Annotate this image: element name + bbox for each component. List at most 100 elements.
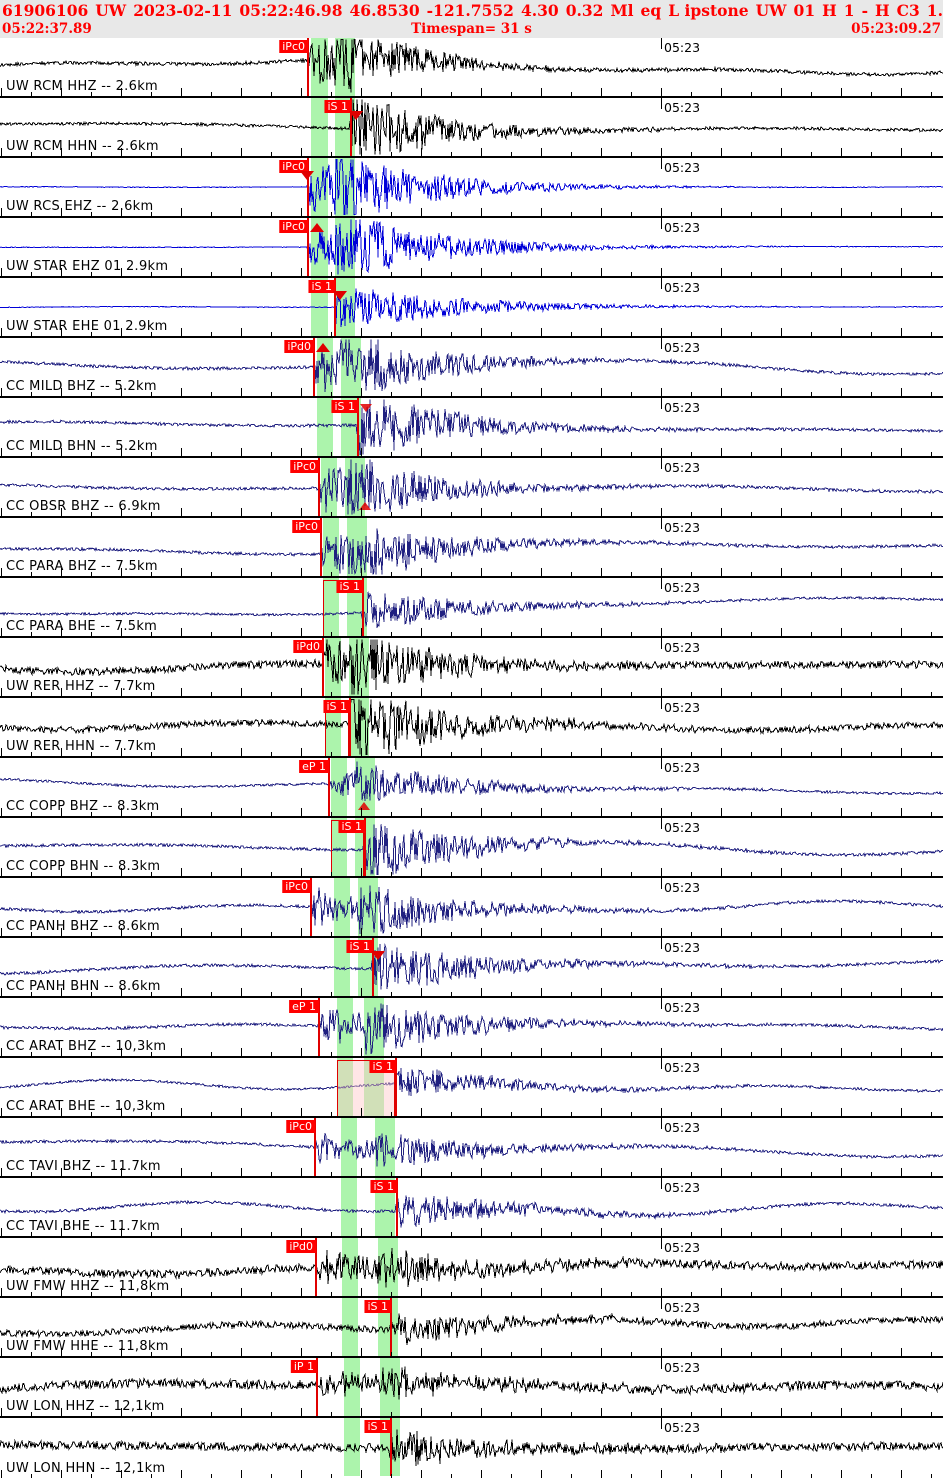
- pick-label[interactable]: iS 1: [324, 100, 351, 113]
- pick-label[interactable]: iP 1: [290, 1360, 317, 1373]
- pick-label[interactable]: iS 1: [369, 1060, 396, 1073]
- axis-tick: [571, 1474, 572, 1478]
- pick-highlight-band: [341, 1118, 357, 1176]
- pick-line-is1[interactable]: [390, 1298, 392, 1356]
- axis-time-tick: [661, 1298, 662, 1309]
- pick-label[interactable]: iS 1: [338, 820, 365, 833]
- pick-label[interactable]: iS 1: [308, 280, 335, 293]
- trace-row[interactable]: iP 1 05:23 UW LON HHZ -- 12,1km: [0, 1358, 943, 1418]
- trace-row[interactable]: iPd0 05:23 UW FMW HHZ -- 11,8km: [0, 1238, 943, 1298]
- trace-row[interactable]: iS 1 05:23 UW STAR EHE 01 2.9km: [0, 278, 943, 338]
- pick-highlight-band: [341, 1178, 357, 1236]
- axis-tick: [181, 148, 182, 156]
- trace-row[interactable]: iPc0 05:23 CC PANH BHZ -- 8.6km: [0, 878, 943, 938]
- pick-line-is1[interactable]: [395, 1058, 397, 1116]
- pick-line-is1[interactable]: [362, 578, 364, 636]
- trace-row[interactable]: iS 1 05:23 UW FMW HHE -- 11,8km: [0, 1298, 943, 1358]
- axis-tick: [661, 808, 662, 816]
- pick-line-ep1[interactable]: [318, 998, 320, 1056]
- pick-line-is1[interactable]: [372, 938, 374, 996]
- axis-tick: [1, 1470, 2, 1478]
- axis-tick: [391, 452, 392, 456]
- station-label: UW STAR EHZ 01 2.9km: [6, 259, 169, 274]
- pick-line-ep1[interactable]: [328, 758, 330, 816]
- pick-line-is1[interactable]: [350, 98, 352, 156]
- trace-row[interactable]: iPc0 05:23 CC OBSR BHZ -- 6.9km: [0, 458, 943, 518]
- axis-time-tick: [661, 1358, 662, 1369]
- trace-row[interactable]: iS 1 05:23 UW LON HHN -- 12,1km: [0, 1418, 943, 1478]
- axis-tick: [181, 1108, 182, 1116]
- pick-line-is1[interactable]: [364, 818, 366, 876]
- trace-row[interactable]: iS 1 05:23 CC MILD BHN -- 5.2km: [0, 398, 943, 458]
- axis-tick: [931, 272, 932, 276]
- pick-line-ipd0[interactable]: [315, 1238, 317, 1296]
- trace-row[interactable]: iS 1 05:23 CC TAVI BHE -- 11.7km: [0, 1178, 943, 1238]
- trace-row[interactable]: iPc0 05:23 UW RCS EHZ -- 2.6km: [0, 158, 943, 218]
- station-label: CC PARA BHZ -- 7.5km: [6, 559, 158, 574]
- pick-label[interactable]: iPc0: [279, 160, 308, 173]
- pick-label[interactable]: iPd0: [286, 1240, 316, 1253]
- pick-polarity-down-icon: [349, 111, 363, 120]
- pick-line-is1[interactable]: [390, 1418, 392, 1476]
- pick-label[interactable]: iPc0: [282, 880, 311, 893]
- pick-label[interactable]: eP 1: [289, 1000, 319, 1013]
- axis-tick: [811, 812, 812, 816]
- trace-row[interactable]: iPc0 05:23 CC TAVI BHZ -- 11.7km: [0, 1118, 943, 1178]
- pick-line-ipd0[interactable]: [313, 338, 315, 396]
- pick-label[interactable]: iS 1: [346, 940, 373, 953]
- trace-row[interactable]: iPd0 05:23 CC MILD BHZ -- 5.2km: [0, 338, 943, 398]
- pick-label[interactable]: iPc0: [290, 460, 319, 473]
- pick-label[interactable]: iPc0: [279, 40, 308, 53]
- trace-row[interactable]: iS 1 05:23 CC PANH BHN -- 8.6km: [0, 938, 943, 998]
- axis-tick: [271, 632, 272, 636]
- axis-tick: [331, 1412, 332, 1416]
- pick-line-ip1[interactable]: [316, 1358, 318, 1416]
- trace-row[interactable]: eP 1 05:23 CC COPP BHZ -- 8.3km: [0, 758, 943, 818]
- axis-tick: [1, 88, 2, 96]
- trace-row[interactable]: iPc0 05:23 CC PARA BHZ -- 7.5km: [0, 518, 943, 578]
- pick-line-ipc0[interactable]: [310, 878, 312, 936]
- pick-label[interactable]: iPc0: [279, 220, 308, 233]
- trace-row[interactable]: iS 1 05:23 UW RER HHN -- 7.7km: [0, 698, 943, 758]
- pick-label[interactable]: iS 1: [331, 400, 358, 413]
- axis-tick: [331, 1352, 332, 1356]
- pick-line-ipc0[interactable]: [314, 1118, 316, 1176]
- pick-label[interactable]: eP 1: [299, 760, 329, 773]
- pick-line-ipc0[interactable]: [307, 38, 309, 96]
- axis-tick: [181, 388, 182, 396]
- axis-tick-row: [0, 1167, 943, 1176]
- pick-line-ipc0[interactable]: [307, 218, 309, 276]
- pick-line-ipd0[interactable]: [322, 638, 324, 696]
- pick-label[interactable]: iPd0: [284, 340, 314, 353]
- pick-label[interactable]: iS 1: [364, 1420, 391, 1433]
- trace-row[interactable]: iS 1 05:23 CC PARA BHE -- 7.5km: [0, 578, 943, 638]
- pick-line-is1[interactable]: [357, 398, 359, 456]
- pick-line-ipc0[interactable]: [320, 518, 322, 576]
- trace-row[interactable]: iS 1 05:23 CC COPP BHN -- 8.3km: [0, 818, 943, 878]
- pick-line-is1[interactable]: [396, 1178, 398, 1236]
- trace-row[interactable]: iS 1 05:23 CC ARAT BHE -- 10,3km: [0, 1058, 943, 1118]
- pick-label[interactable]: iS 1: [370, 1180, 397, 1193]
- pick-line-ipc0[interactable]: [307, 158, 309, 216]
- axis-tick: [691, 1474, 692, 1478]
- pick-label[interactable]: iPd0: [293, 640, 323, 653]
- trace-row[interactable]: iPd0 05:23 UW RER HHZ -- 7.7km: [0, 638, 943, 698]
- pick-line-is1[interactable]: [334, 278, 336, 336]
- trace-row[interactable]: iPc0 05:23 UW STAR EHZ 01 2.9km: [0, 218, 943, 278]
- axis-tick: [361, 988, 362, 996]
- axis-tick: [331, 692, 332, 696]
- axis-tick: [121, 1168, 122, 1176]
- pick-label[interactable]: iPc0: [286, 1120, 315, 1133]
- pick-highlight-band: [344, 1358, 360, 1416]
- pick-line-is1[interactable]: [349, 698, 351, 756]
- pick-label[interactable]: iS 1: [323, 700, 350, 713]
- axis-tick: [361, 568, 362, 576]
- trace-row[interactable]: eP 1 05:23 CC ARAT BHZ -- 10,3km: [0, 998, 943, 1058]
- pick-label[interactable]: iPc0: [292, 520, 321, 533]
- axis-tick: [871, 1172, 872, 1176]
- trace-row[interactable]: iS 1 05:23 UW RCM HHN -- 2.6km: [0, 98, 943, 158]
- trace-row[interactable]: iPc0 05:23 UW RCM HHZ -- 2.6km: [0, 38, 943, 98]
- pick-label[interactable]: iS 1: [364, 1300, 391, 1313]
- pick-label[interactable]: iS 1: [336, 580, 363, 593]
- pick-line-ipc0[interactable]: [318, 458, 320, 516]
